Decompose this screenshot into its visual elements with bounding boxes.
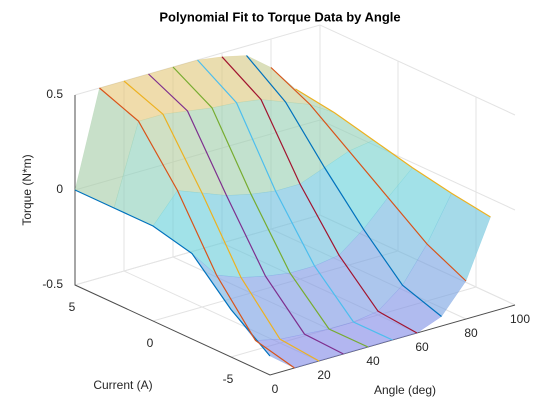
data-line	[123, 80, 320, 362]
ticks: -0.5 0 0.5 -5 0 5 0 20 40 60 80 100	[42, 87, 530, 396]
x-tick-label: 20	[317, 368, 331, 382]
y-tick-label: -5	[223, 372, 234, 386]
x-tick-label: 80	[464, 326, 478, 340]
chart-title: Polynomial Fit to Torque Data by Angle	[159, 9, 400, 24]
y-tick-label: 0	[147, 336, 154, 350]
data-line	[246, 55, 442, 317]
data-line	[295, 88, 491, 218]
z-axis-label: Torque (N*m)	[20, 154, 34, 225]
data-line	[172, 66, 369, 348]
z-tick-label: 0.5	[46, 87, 63, 101]
x-tick-label: 60	[415, 340, 429, 354]
data-line	[148, 73, 344, 355]
data-line	[74, 189, 271, 357]
x-axis-label: Angle (deg)	[374, 383, 436, 397]
z-tick-label: 0	[56, 182, 63, 196]
y-tick-label: 5	[69, 300, 76, 314]
surface	[74, 55, 491, 369]
x-tick-label: 100	[510, 312, 530, 326]
data-line	[99, 87, 295, 369]
data-line	[270, 67, 467, 282]
data-line	[197, 59, 393, 341]
lines	[74, 55, 491, 369]
y-axis-label: Current (A)	[93, 378, 152, 392]
data-line	[221, 56, 418, 334]
x-tick-label: 40	[366, 354, 380, 368]
x-tick-label: 0	[272, 382, 279, 396]
z-tick-label: -0.5	[42, 277, 63, 291]
